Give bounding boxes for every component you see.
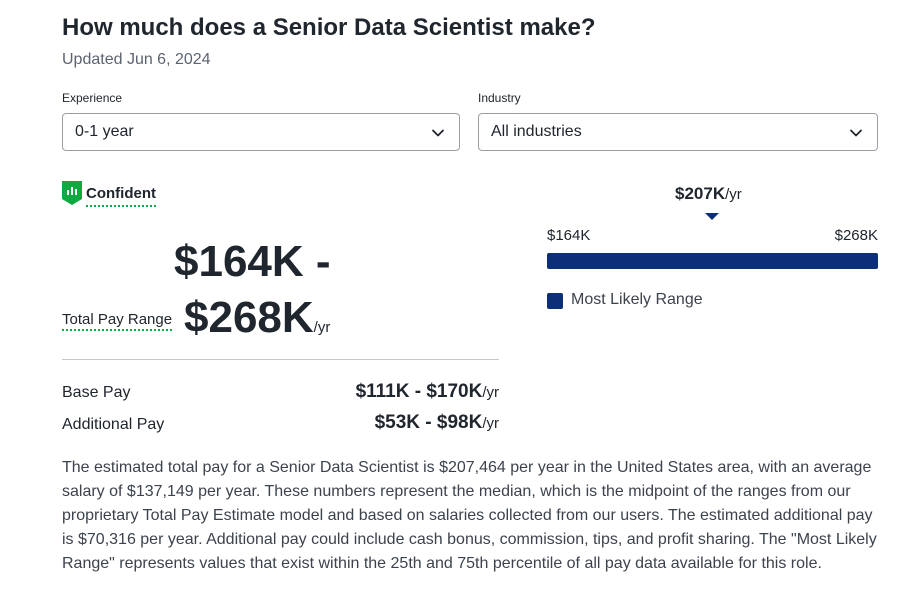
total-pay-range-low: $164K - [174, 237, 331, 286]
chevron-down-icon [432, 129, 444, 137]
base-pay-value: $111K - $170K/yr [355, 381, 499, 402]
additional-pay-label: Additional Pay [62, 416, 165, 433]
most-likely-range-bar [547, 253, 878, 269]
total-pay-range-label[interactable]: Total Pay Range [62, 308, 175, 332]
legend-label: Most Likely Range [571, 291, 703, 308]
base-pay-label: Base Pay [62, 384, 131, 401]
pay-description: The estimated total pay for a Senior Dat… [62, 459, 877, 572]
chevron-down-icon [850, 129, 862, 137]
total-pay-unit: /yr [313, 319, 331, 336]
total-pay-range-high: $268K [184, 293, 314, 342]
additional-pay-value: $53K - $98K/yr [374, 412, 499, 433]
page-title: How much does a Senior Data Scientist ma… [62, 14, 596, 41]
experience-label: Experience [62, 91, 123, 105]
updated-date: Updated Jun 6, 2024 [62, 51, 211, 68]
experience-value: 0-1 year [75, 123, 134, 140]
range-bar-low: $164K [547, 227, 591, 244]
industry-label: Industry [478, 91, 521, 105]
median-pay: $207K/yr [675, 184, 742, 203]
divider [62, 359, 499, 360]
range-bar-high: $268K [834, 227, 878, 244]
industry-select[interactable]: All industries [478, 113, 878, 151]
experience-select[interactable]: 0-1 year [62, 113, 460, 151]
confidence-label[interactable]: Confident [86, 185, 156, 207]
median-marker-icon [705, 213, 719, 220]
industry-value: All industries [491, 123, 582, 140]
legend-swatch [547, 293, 563, 309]
bar-chart-badge-icon [62, 181, 82, 205]
